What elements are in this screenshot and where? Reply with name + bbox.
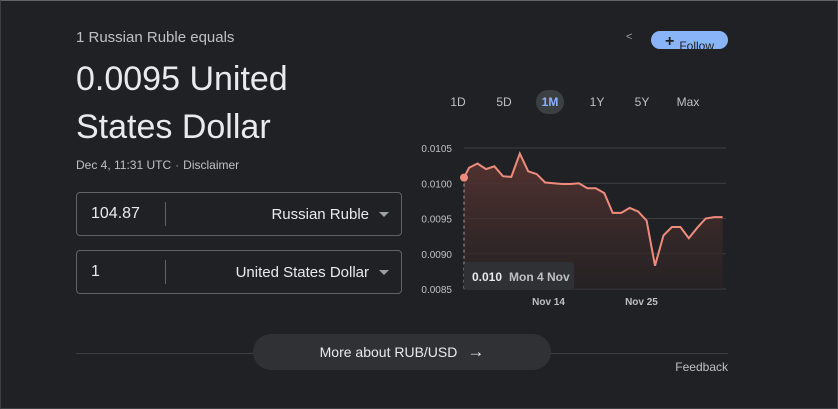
conversion-subtitle: 1 Russian Ruble equals (76, 29, 235, 46)
chart-tooltip: 0.010 Mon 4 Nov (464, 262, 574, 290)
feedback-link[interactable]: Feedback (675, 360, 728, 374)
chart-area-fill (464, 153, 723, 289)
tooltip-box (464, 262, 574, 290)
range-selector: 1D 5D 1M 1Y 5Y Max (440, 90, 730, 114)
timestamp-line: Dec 4, 11:31 UTC · Disclaimer (76, 158, 239, 172)
range-5d[interactable]: 5D (496, 95, 512, 109)
converted-value: 0.0095 United States Dollar (76, 60, 288, 146)
share-icon[interactable]: < (626, 31, 633, 43)
y-tick-label: 0.0100 (421, 179, 452, 190)
tooltip-value: 0.010 (472, 270, 502, 284)
follow-label: Follow (679, 39, 715, 49)
from-currency-select[interactable]: Russian Ruble (271, 205, 369, 223)
y-tick-label: 0.0095 (421, 215, 452, 226)
chevron-down-icon[interactable] (379, 211, 389, 217)
y-tick-label: 0.0105 (421, 144, 452, 155)
to-currency-select[interactable]: United States Dollar (235, 263, 369, 281)
range-max[interactable]: Max (676, 95, 700, 109)
to-currency-row: 1 United States Dollar (76, 250, 402, 294)
x-tick-label: Nov 14 (532, 297, 565, 308)
y-tick-label: 0.0090 (421, 250, 452, 261)
field-divider (165, 202, 166, 226)
range-1m[interactable]: 1M (536, 90, 564, 114)
from-currency-row: 104.87 Russian Ruble (76, 192, 402, 236)
separator: · (175, 158, 180, 172)
arrow-right-icon: → (467, 342, 485, 361)
tooltip-date: Mon 4 Nov (509, 270, 570, 284)
to-amount-input[interactable]: 1 (91, 263, 100, 280)
hover-point (460, 173, 468, 182)
field-divider (165, 260, 166, 284)
more-about-label: More about RUB/USD (319, 344, 458, 360)
x-tick-label: Nov 25 (625, 297, 658, 308)
timestamp: Dec 4, 11:31 UTC (76, 158, 172, 172)
range-1d[interactable]: 1D (450, 95, 466, 109)
disclaimer-link[interactable]: Disclaimer (183, 158, 240, 172)
follow-button[interactable]: + Follow (651, 31, 728, 49)
chart-series-line (463, 151, 723, 266)
range-1y[interactable]: 1Y (589, 95, 605, 109)
from-amount-input[interactable]: 104.87 (91, 205, 140, 222)
range-5y[interactable]: 5Y (634, 95, 650, 109)
chevron-down-icon[interactable] (379, 269, 389, 275)
more-about-button[interactable]: More about RUB/USD → (253, 334, 551, 370)
y-tick-label: 0.0085 (421, 285, 452, 296)
plus-icon: + (664, 33, 675, 50)
